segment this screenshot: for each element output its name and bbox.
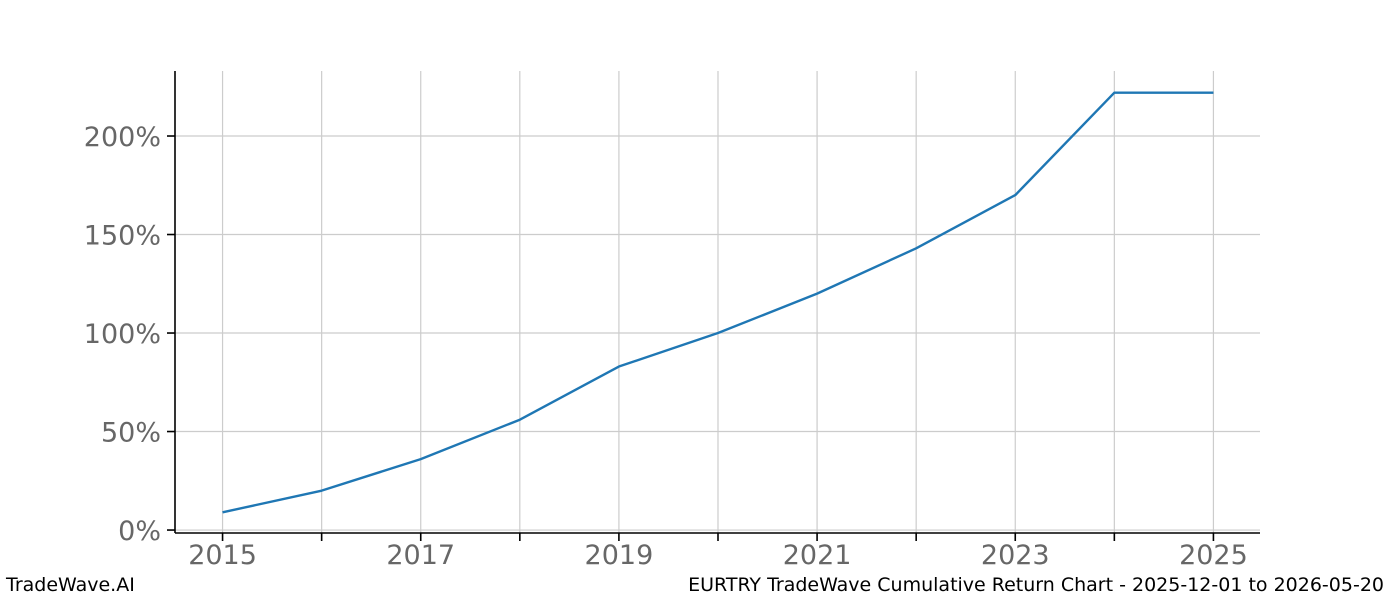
x-tick-label: 2023 — [981, 540, 1050, 571]
brand-watermark: TradeWave.AI — [6, 574, 135, 596]
y-tick-label: 0% — [118, 516, 161, 547]
x-tick-label: 2017 — [386, 540, 455, 571]
return-line — [222, 91, 1214, 514]
x-tick-label: 2025 — [1179, 540, 1248, 571]
y-tick-label: 100% — [84, 319, 161, 350]
y-tick-label: 150% — [84, 221, 161, 252]
x-tick-label: 2019 — [585, 540, 654, 571]
x-tick-label: 2021 — [783, 540, 852, 571]
x-tick-label: 2015 — [188, 540, 257, 571]
chart-caption: EURTRY TradeWave Cumulative Return Chart… — [688, 574, 1384, 596]
y-tick-label: 50% — [101, 418, 161, 449]
y-tick-label: 200% — [84, 122, 161, 153]
